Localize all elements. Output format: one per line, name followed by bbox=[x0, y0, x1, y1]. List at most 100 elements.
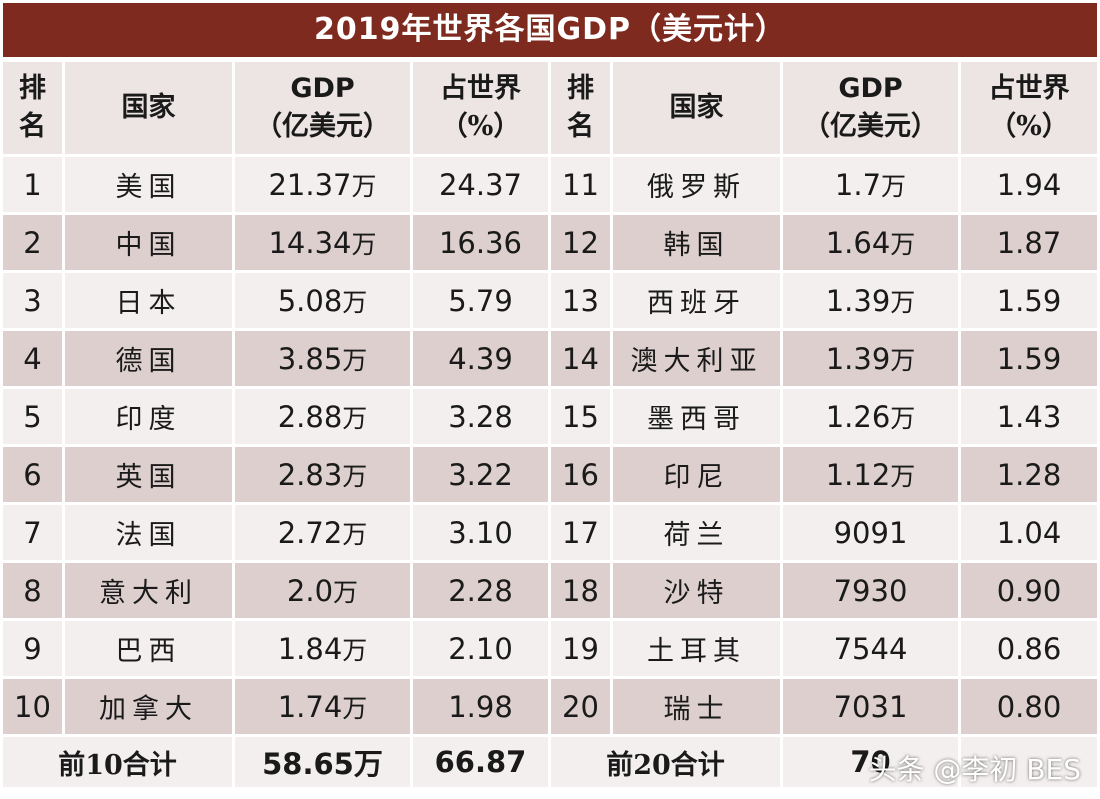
rank-cell: 8 bbox=[3, 563, 65, 618]
share-cell-value: 3.28 bbox=[448, 399, 513, 434]
country-cell: 沙特 bbox=[613, 563, 783, 618]
header-gdp-right: GDP （亿美元） bbox=[783, 62, 961, 154]
gdp-cell-value: 2.72 bbox=[277, 515, 343, 550]
top10-label: 前10合计 bbox=[3, 737, 235, 787]
top10-gdp: 58.65万 bbox=[235, 737, 413, 787]
share-cell: 0.80 bbox=[961, 679, 1097, 734]
country-cell: 日本 bbox=[65, 273, 235, 328]
unit-label: 万 bbox=[890, 461, 916, 491]
gdp-cell-value: 3.85 bbox=[277, 341, 343, 376]
share-cell: 4.39 bbox=[413, 331, 551, 386]
header-rank: 排名 bbox=[3, 62, 65, 154]
rank-cell: 5 bbox=[3, 389, 65, 444]
country-cell-value: 沙特 bbox=[663, 578, 730, 609]
share-cell: 5.79 bbox=[413, 273, 551, 328]
rank-cell-value: 20 bbox=[562, 689, 599, 724]
rank-cell: 18 bbox=[551, 563, 613, 618]
gdp-cell-value: 7031 bbox=[833, 689, 908, 724]
rank-cell-value: 13 bbox=[562, 283, 599, 318]
rank-cell: 10 bbox=[3, 679, 65, 734]
rank-cell-value: 2 bbox=[23, 225, 42, 260]
share-cell-value: 1.94 bbox=[996, 167, 1062, 202]
country-cell: 意大利 bbox=[65, 563, 235, 618]
rank-cell: 3 bbox=[3, 273, 65, 328]
rank-cell: 1 bbox=[3, 157, 65, 212]
table-row: 2 中国 14.34万 16.36 12 韩国 1.64万 1.87 bbox=[3, 215, 1097, 270]
gdp-cell: 14.34万 bbox=[235, 215, 413, 270]
gdp-cell: 7031 bbox=[783, 679, 961, 734]
unit-label: 万 bbox=[342, 403, 368, 433]
country-cell: 瑞士 bbox=[613, 679, 783, 734]
rank-cell-value: 12 bbox=[562, 225, 599, 260]
share-cell: 1.04 bbox=[961, 505, 1097, 560]
gdp-cell: 1.64万 bbox=[783, 215, 961, 270]
gdp-cell-value: 1.39 bbox=[825, 283, 891, 318]
gdp-cell: 21.37万 bbox=[235, 157, 413, 212]
share-cell: 1.98 bbox=[413, 679, 551, 734]
rank-cell: 15 bbox=[551, 389, 613, 444]
country-cell-value: 澳大利亚 bbox=[630, 346, 763, 377]
country-cell-value: 美国 bbox=[115, 172, 182, 203]
gdp-cell: 7930 bbox=[783, 563, 961, 618]
country-cell: 西班牙 bbox=[613, 273, 783, 328]
rank-cell-value: 9 bbox=[23, 631, 42, 666]
rank-cell-value: 17 bbox=[562, 515, 599, 550]
gdp-cell: 1.12万 bbox=[783, 447, 961, 502]
share-cell-value: 4.39 bbox=[448, 341, 513, 376]
country-cell-value: 日本 bbox=[115, 288, 182, 319]
table-title: 2019年世界各国GDP（美元计） bbox=[3, 3, 1097, 57]
rank-cell: 13 bbox=[551, 273, 613, 328]
rank-cell: 7 bbox=[3, 505, 65, 560]
gdp-cell: 1.39万 bbox=[783, 331, 961, 386]
share-cell: 3.28 bbox=[413, 389, 551, 444]
country-cell: 法国 bbox=[65, 505, 235, 560]
table-row: 1 美国 21.37万 24.37 11 俄罗斯 1.7万 1.94 bbox=[3, 157, 1097, 212]
share-cell-value: 0.90 bbox=[996, 573, 1062, 608]
unit-label: 万 bbox=[342, 345, 368, 375]
unit-label: 万 bbox=[890, 229, 916, 259]
country-cell-value: 德国 bbox=[115, 346, 182, 377]
share-cell: 3.10 bbox=[413, 505, 551, 560]
rank-cell: 20 bbox=[551, 679, 613, 734]
gdp-cell: 1.84万 bbox=[235, 621, 413, 676]
country-cell: 美国 bbox=[65, 157, 235, 212]
country-cell-value: 中国 bbox=[115, 230, 182, 261]
gdp-cell: 1.74万 bbox=[235, 679, 413, 734]
share-cell: 1.87 bbox=[961, 215, 1097, 270]
gdp-cell: 1.26万 bbox=[783, 389, 961, 444]
country-cell: 加拿大 bbox=[65, 679, 235, 734]
share-cell: 16.36 bbox=[413, 215, 551, 270]
share-cell-value: 1.28 bbox=[996, 457, 1062, 492]
share-cell: 1.59 bbox=[961, 273, 1097, 328]
table-row: 3 日本 5.08万 5.79 13 西班牙 1.39万 1.59 bbox=[3, 273, 1097, 328]
country-cell-value: 墨西哥 bbox=[647, 404, 746, 435]
rank-cell-value: 18 bbox=[562, 573, 599, 608]
gdp-cell-value: 5.08 bbox=[277, 283, 343, 318]
unit-label: 万 bbox=[351, 229, 377, 259]
country-cell: 荷兰 bbox=[613, 505, 783, 560]
unit-label: 万 bbox=[342, 635, 368, 665]
rank-cell: 12 bbox=[551, 215, 613, 270]
top20-gdp: 70 bbox=[783, 737, 961, 787]
share-cell-value: 0.86 bbox=[996, 631, 1062, 666]
rank-cell-value: 19 bbox=[562, 631, 599, 666]
share-cell-value: 1.43 bbox=[996, 399, 1062, 434]
country-cell-value: 俄罗斯 bbox=[647, 172, 746, 203]
gdp-cell-value: 1.64 bbox=[825, 225, 891, 260]
gdp-cell-value: 2.83 bbox=[277, 457, 343, 492]
rank-cell-value: 6 bbox=[23, 457, 42, 492]
rank-cell-value: 11 bbox=[562, 167, 599, 202]
gdp-cell-value: 21.37 bbox=[268, 167, 352, 202]
header-country-right: 国家 bbox=[613, 62, 783, 154]
table-row: 10 加拿大 1.74万 1.98 20 瑞士 7031 0.80 bbox=[3, 679, 1097, 734]
rank-cell-value: 16 bbox=[562, 457, 599, 492]
unit-label: 万 bbox=[890, 287, 916, 317]
rank-cell-value: 4 bbox=[23, 341, 42, 376]
share-cell-value: 3.10 bbox=[448, 515, 513, 550]
gdp-table-figure: 2019年世界各国GDP（美元计） 排名 国家 GDP （亿美元） 占世界 （%） … bbox=[3, 3, 1097, 796]
top20-label: 前20合计 bbox=[551, 737, 783, 787]
share-cell: 1.28 bbox=[961, 447, 1097, 502]
country-cell-value: 韩国 bbox=[663, 230, 730, 261]
gdp-cell-value: 1.74 bbox=[277, 689, 343, 724]
country-cell: 俄罗斯 bbox=[613, 157, 783, 212]
